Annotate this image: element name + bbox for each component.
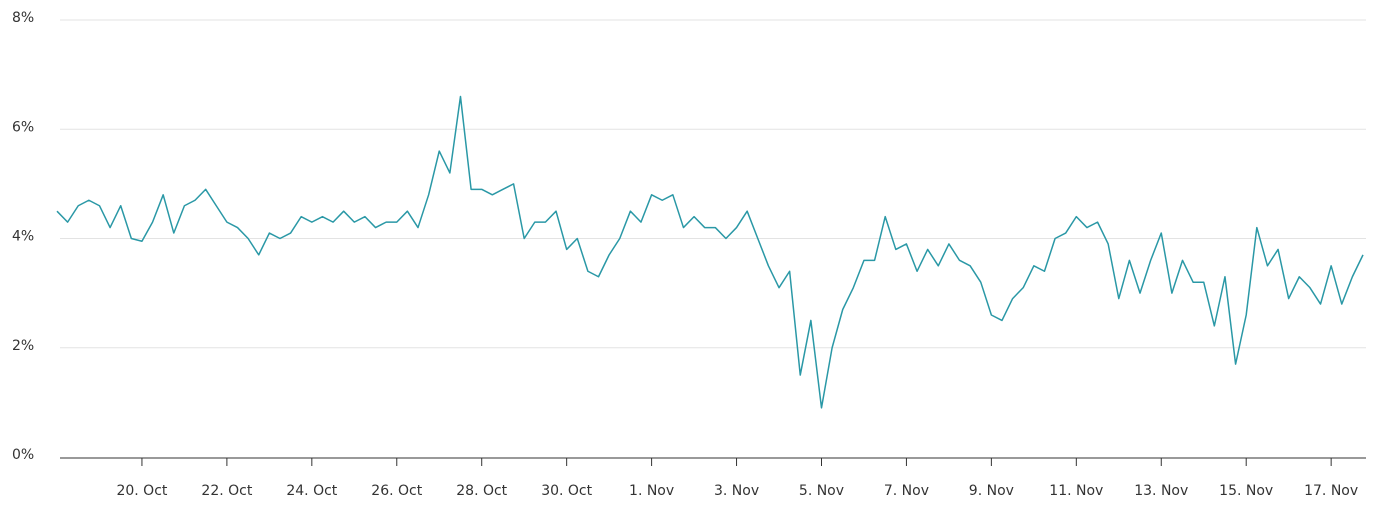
x-tick-label: 22. Oct <box>201 483 252 499</box>
x-tick-label: 5. Nov <box>799 483 844 499</box>
x-tick-label: 28. Oct <box>456 483 507 499</box>
x-tick-label: 13. Nov <box>1134 483 1188 499</box>
x-tick-label: 11. Nov <box>1049 483 1103 499</box>
x-tick-label: 26. Oct <box>371 483 422 499</box>
y-tick-label: 6% <box>12 119 34 135</box>
x-tick-label: 20. Oct <box>116 483 167 499</box>
x-tick-label: 3. Nov <box>714 483 759 499</box>
data-line <box>56 95 1364 409</box>
x-tick-label: 17. Nov <box>1304 483 1358 499</box>
x-tick-label: 15. Nov <box>1219 483 1273 499</box>
y-tick-label: 0% <box>12 447 34 463</box>
x-tick-label: 7. Nov <box>884 483 929 499</box>
x-tick-label: 30. Oct <box>541 483 592 499</box>
x-tick-label: 24. Oct <box>286 483 337 499</box>
x-tick-label: 9. Nov <box>969 483 1014 499</box>
y-tick-label: 4% <box>12 229 34 245</box>
y-tick-label: 8% <box>12 10 34 26</box>
x-tick-label: 1. Nov <box>629 483 674 499</box>
y-tick-label: 2% <box>12 338 34 354</box>
